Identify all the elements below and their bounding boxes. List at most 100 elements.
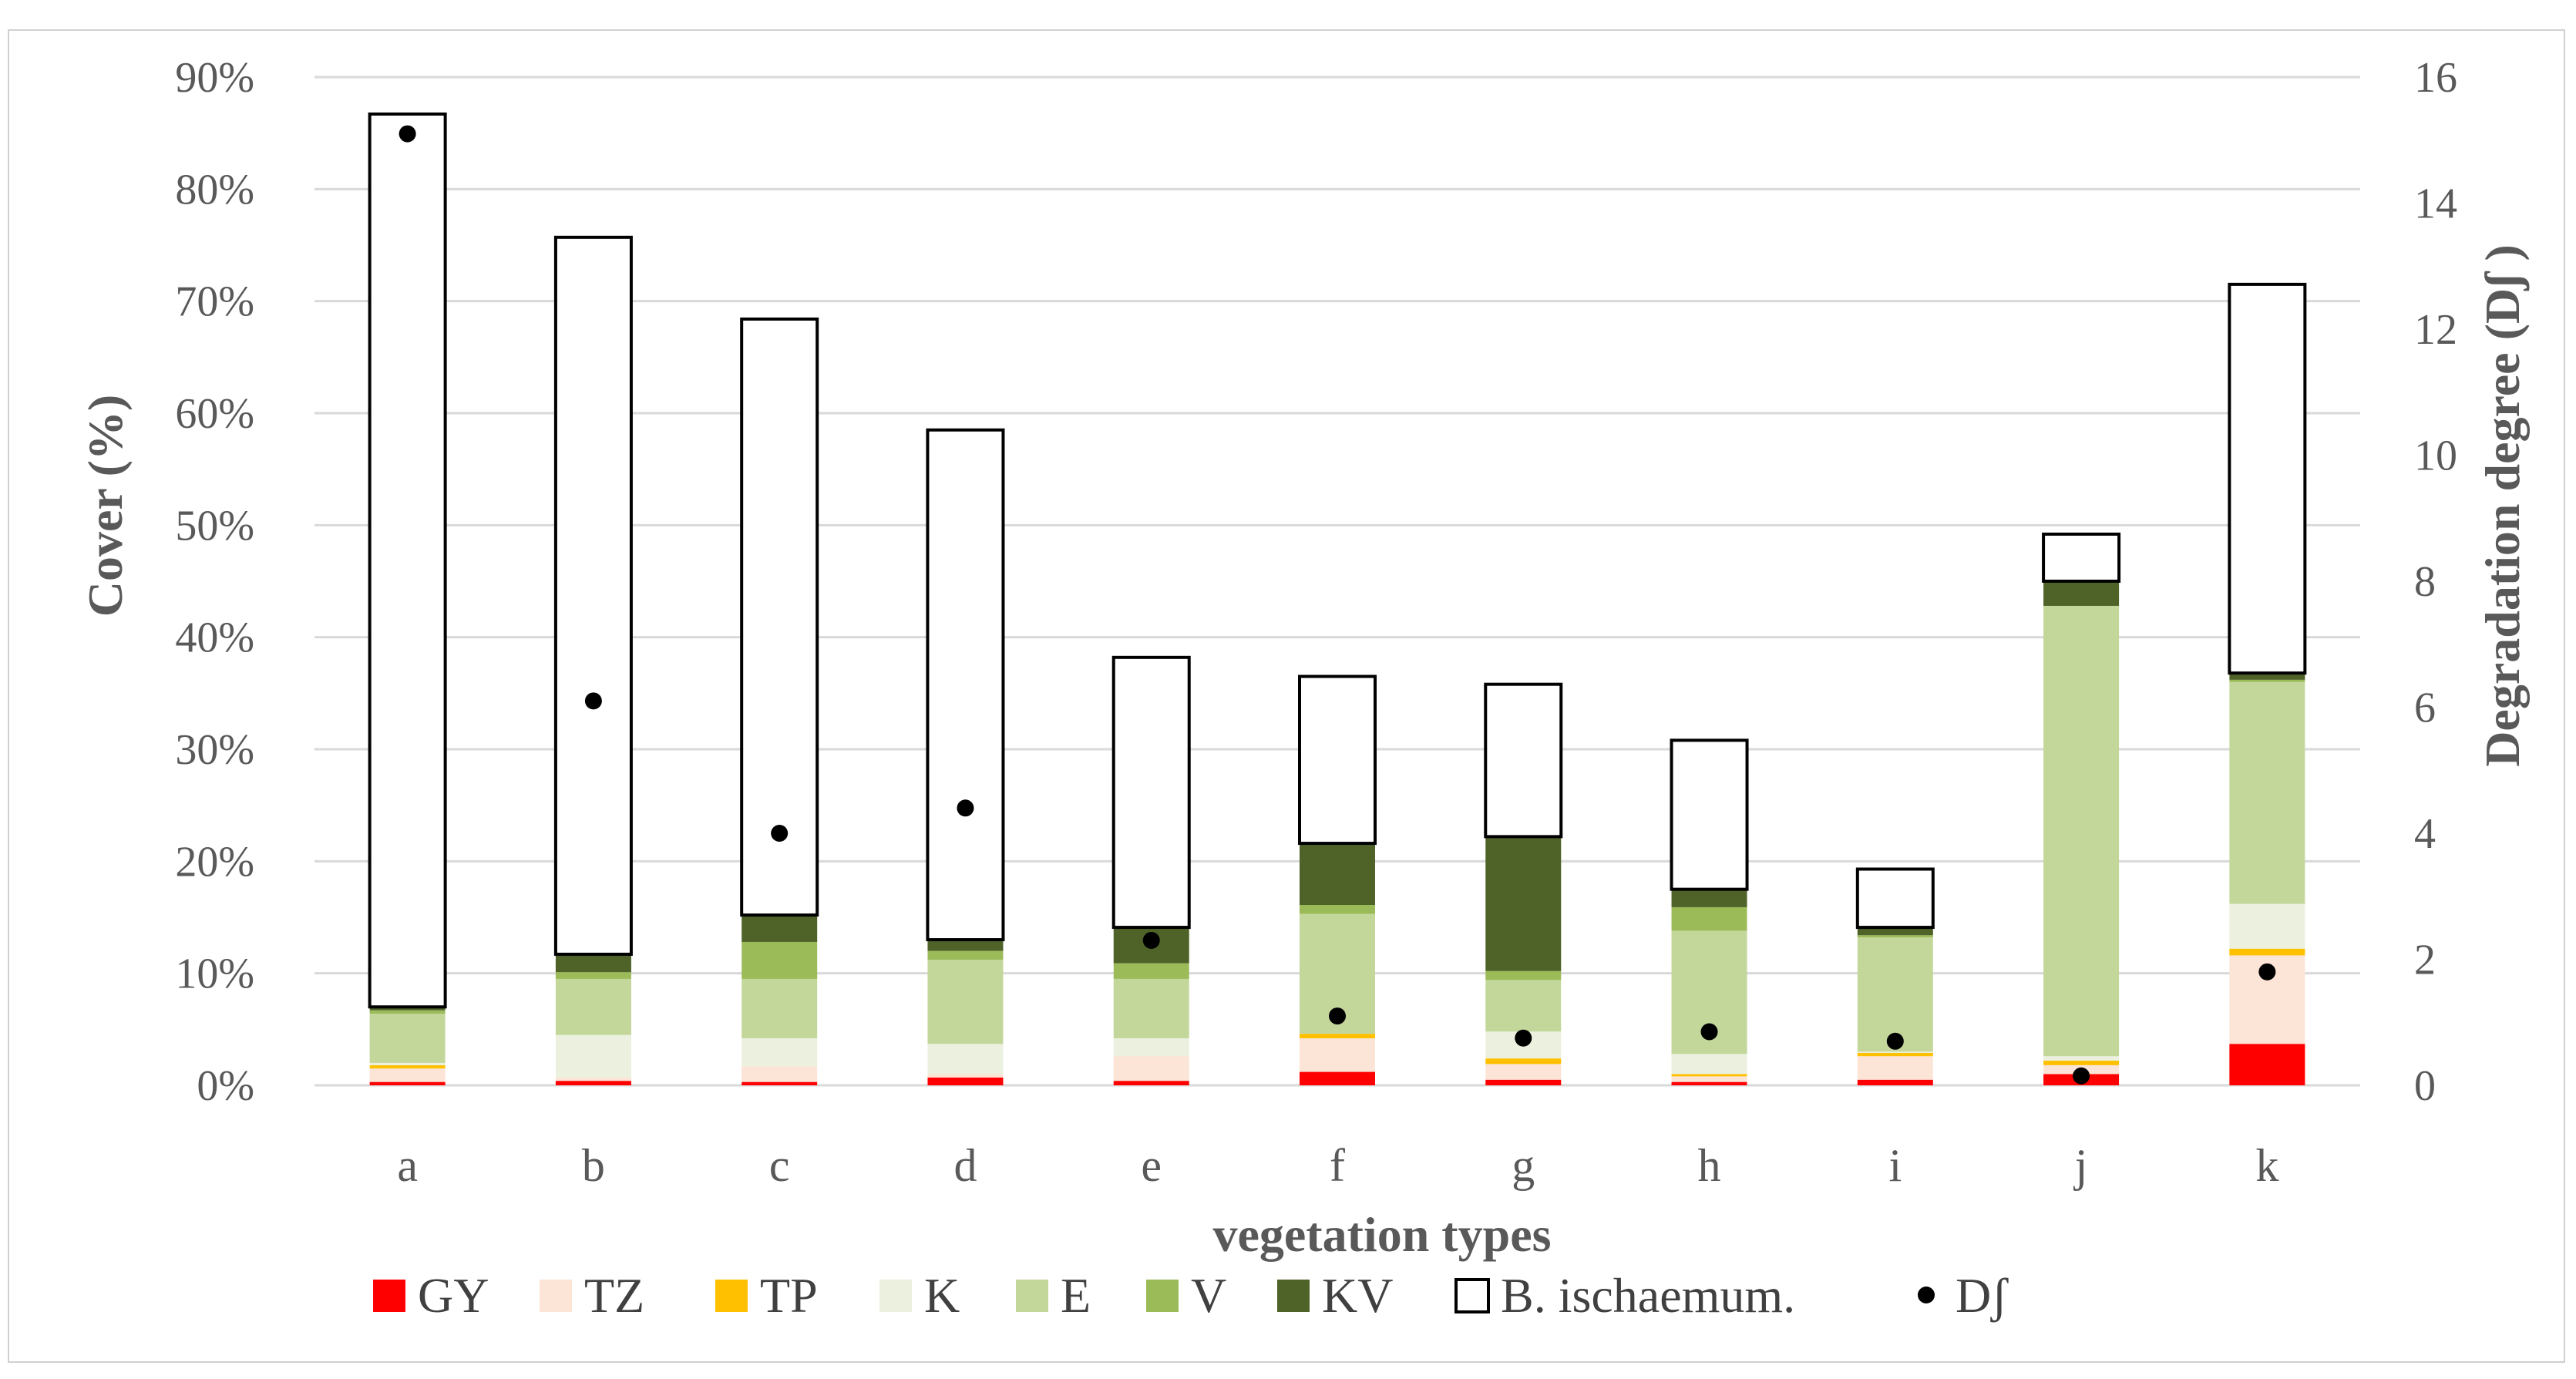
x-axis-title: vegetation types xyxy=(1212,1207,1551,1262)
category-label-k: k xyxy=(2255,1140,2278,1191)
bar-segment-v-f xyxy=(1300,905,1375,914)
bar-segment-gy-c xyxy=(742,1081,818,1085)
legend-label: E xyxy=(1061,1268,1091,1323)
bar-segment-e-e xyxy=(1113,978,1189,1038)
bar-segment-tz-a xyxy=(369,1068,446,1082)
bar-segment-tz-e xyxy=(1113,1056,1189,1081)
bar-segment-kv-c xyxy=(742,915,818,942)
legend-label: GY xyxy=(418,1268,489,1323)
y2-tick-label: 0 xyxy=(2414,1062,2436,1110)
legend-swatch-e xyxy=(1016,1280,1048,1312)
legend-label: TZ xyxy=(584,1268,644,1323)
bar-segment-tz-i xyxy=(1857,1056,1933,1080)
bar-segment-k-b xyxy=(555,1034,631,1078)
degradation-dot-j xyxy=(2073,1067,2090,1085)
bar-segment-gy-e xyxy=(1113,1081,1189,1085)
legend-swatch-k xyxy=(879,1280,912,1312)
bar-segment-e-j xyxy=(2043,605,2120,1057)
legend-swatch-b-ischaemum xyxy=(1454,1278,1490,1313)
legend-swatch-tp xyxy=(715,1280,748,1312)
degradation-dot-b xyxy=(584,692,602,710)
bar-segment-kv-f xyxy=(1300,843,1375,906)
bar-segment-v-c xyxy=(742,941,818,979)
bar-segment-v-b xyxy=(555,972,631,979)
bar-segment-b-ischaemum-e xyxy=(1111,655,1191,930)
bar-segment-tz-b xyxy=(555,1077,631,1081)
y2-axis-title: Degradation degree (Dʃ ) xyxy=(2475,244,2530,767)
bar-segment-tz-c xyxy=(742,1066,818,1082)
right-axis-ticks: 0 2 4 6 8 10 12 14 16 xyxy=(2414,54,2457,1110)
y2-tick-label: 6 xyxy=(2414,684,2436,732)
bar-segment-e-b xyxy=(555,978,631,1035)
y-tick-label: 30% xyxy=(175,726,254,774)
y2-tick-label: 10 xyxy=(2414,432,2457,480)
degradation-dot-d xyxy=(957,799,974,817)
bar-segment-k-d xyxy=(927,1044,1004,1075)
bar-segment-k-i xyxy=(1857,1051,1933,1053)
bar-segment-b-ischaemum-c xyxy=(740,317,819,917)
bar-segment-b-ischaemum-a xyxy=(368,112,447,1009)
y-tick-label: 80% xyxy=(175,166,254,214)
legend-swatch-v xyxy=(1146,1280,1179,1312)
gridlines xyxy=(314,76,2360,1087)
bar-segment-k-c xyxy=(742,1038,818,1067)
bar-segment-v-a xyxy=(369,1010,446,1014)
bar-segment-kv-k xyxy=(2229,673,2305,680)
left-axis-ticks: 0% 10% 20% 30% 40% 50% 60% 70% 80% 90% xyxy=(175,54,254,1110)
category-label-d: d xyxy=(953,1140,977,1191)
bar-segment-tz-d xyxy=(927,1074,1004,1078)
category-label-i: i xyxy=(1888,1140,1902,1191)
bar-segment-tp-h xyxy=(1671,1074,1747,1077)
bar-segment-v-i xyxy=(1857,935,1933,938)
category-label-e: e xyxy=(1141,1140,1162,1191)
bar-segment-kv-a xyxy=(369,1007,446,1011)
category-label-a: a xyxy=(397,1140,418,1191)
bar-segment-kv-d xyxy=(927,940,1004,951)
bar-segment-b-ischaemum-d xyxy=(926,428,1005,942)
category-label-g: g xyxy=(1512,1140,1535,1191)
y-tick-label: 10% xyxy=(175,950,254,998)
legend-label: K xyxy=(924,1268,960,1323)
bar-segment-b-ischaemum-k xyxy=(2228,282,2307,675)
bar-segment-gy-h xyxy=(1671,1081,1747,1085)
bar-segment-gy-b xyxy=(555,1081,631,1085)
degradation-dot-f xyxy=(1329,1007,1346,1025)
bar-segment-v-k xyxy=(2229,679,2305,682)
y-tick-label: 70% xyxy=(175,278,254,326)
y2-tick-label: 2 xyxy=(2414,937,2436,984)
category-label-j: j xyxy=(2073,1140,2088,1191)
bar-segment-kv-g xyxy=(1485,836,1562,971)
legend-swatch-tz xyxy=(540,1280,572,1312)
bar-segment-b-ischaemum-f xyxy=(1298,674,1377,846)
bar-segment-tz-h xyxy=(1671,1076,1747,1082)
y2-tick-label: 16 xyxy=(2414,54,2457,102)
bar-segment-b-ischaemum-b xyxy=(553,235,633,956)
bar-segment-v-h xyxy=(1671,906,1747,931)
degradation-dot-h xyxy=(1700,1023,1718,1041)
category-labels: a b c d e f g h i j k xyxy=(397,1140,2278,1191)
bar-segment-kv-i xyxy=(1857,927,1933,936)
bar-segment-b-ischaemum-h xyxy=(1670,738,1749,891)
legend-swatch-kv xyxy=(1277,1280,1310,1312)
bar-segment-tp-j xyxy=(2043,1061,2120,1065)
bar-segment-gy-f xyxy=(1300,1071,1375,1085)
bar-segment-kv-j xyxy=(2043,581,2120,606)
degradation-dot-i xyxy=(1886,1032,1904,1050)
bar-segment-tp-a xyxy=(369,1065,446,1069)
legend-dot-df xyxy=(1918,1287,1935,1303)
category-label-b: b xyxy=(582,1140,605,1191)
y-tick-label: 50% xyxy=(175,502,254,550)
bar-segment-tp-i xyxy=(1857,1052,1933,1057)
y-tick-label: 40% xyxy=(175,614,254,662)
bar-segment-e-a xyxy=(369,1013,446,1063)
legend-label: V xyxy=(1191,1268,1226,1323)
bar-segment-gy-a xyxy=(369,1081,446,1085)
degradation-dot-a xyxy=(399,125,416,143)
bar-segment-e-c xyxy=(742,978,818,1038)
bar-segment-tz-f xyxy=(1300,1038,1375,1072)
y2-tick-label: 12 xyxy=(2414,306,2457,354)
legend-swatch-gy xyxy=(373,1280,405,1312)
bar-segment-tp-k xyxy=(2229,948,2305,956)
degradation-markers xyxy=(399,125,2276,1085)
degradation-dot-c xyxy=(771,825,789,842)
